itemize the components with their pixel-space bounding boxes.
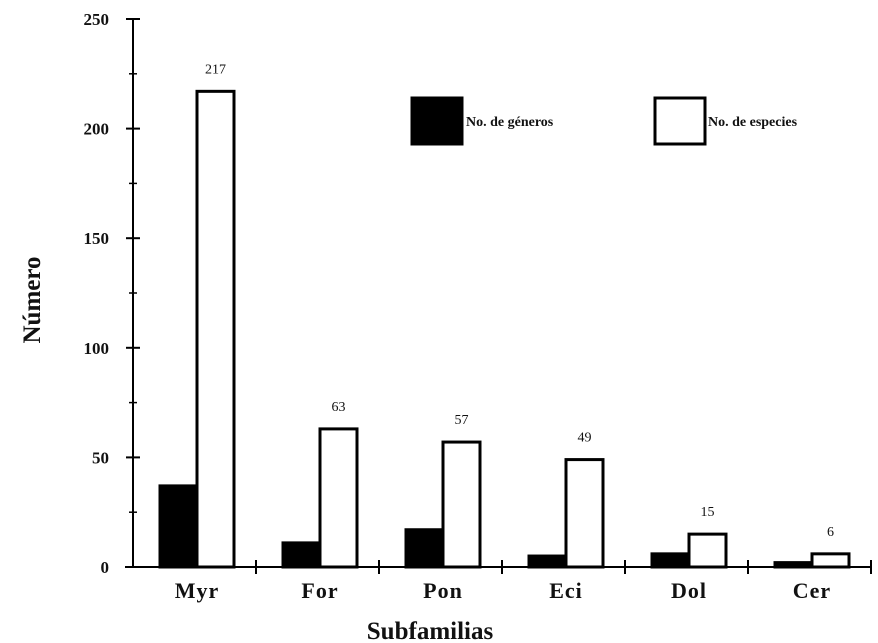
legend-label: No. de géneros [466, 115, 554, 130]
y-axis-title: Número [19, 256, 46, 343]
bar-value-label: 15 [701, 505, 715, 520]
bar-value-label: 63 [332, 400, 346, 415]
y-tick-label: 100 [84, 339, 110, 358]
x-category-label: Eci [549, 578, 583, 603]
x-axis: Myr For Pon Eci Dol Cer [125, 560, 872, 603]
bar-especies [810, 552, 851, 569]
bar-generos [158, 484, 199, 569]
bar-value-label: 57 [455, 413, 469, 428]
y-axis: 0 50 100 150 200 250 [84, 10, 140, 577]
x-axis-title: Subfamilias [367, 618, 494, 643]
bar-value-label: 6 [827, 525, 834, 540]
bar-generos [404, 528, 445, 569]
legend: No. de géneros No. de especies [410, 96, 798, 146]
y-tick-label: 200 [84, 120, 110, 139]
bar-value-label: 49 [578, 431, 592, 446]
y-tick-label: 250 [84, 10, 110, 29]
y-tick-label: 150 [84, 229, 110, 248]
x-category-label: Myr [175, 578, 220, 603]
x-category-label: Cer [793, 578, 831, 603]
bar-especies [564, 458, 605, 569]
x-category-label: Dol [671, 578, 707, 603]
bar-especies [195, 89, 236, 569]
bar-especies [687, 532, 728, 569]
legend-label: No. de especies [708, 115, 798, 130]
bars-group [158, 89, 851, 569]
bar-especies [318, 427, 359, 569]
bar-generos [281, 541, 322, 569]
x-category-label: For [301, 578, 338, 603]
y-tick-label: 50 [92, 448, 109, 467]
bar-generos [527, 554, 568, 569]
bar-generos [773, 561, 814, 569]
x-category-label: Pon [423, 578, 463, 603]
y-tick-label: 0 [101, 558, 110, 577]
bar-generos [650, 552, 691, 569]
legend-swatch-especies [653, 96, 707, 146]
legend-swatch-generos [410, 96, 464, 146]
bar-especies [441, 440, 482, 569]
bar-value-label: 217 [205, 62, 226, 77]
bar-labels-group: 217 63 57 49 15 6 [205, 62, 834, 540]
